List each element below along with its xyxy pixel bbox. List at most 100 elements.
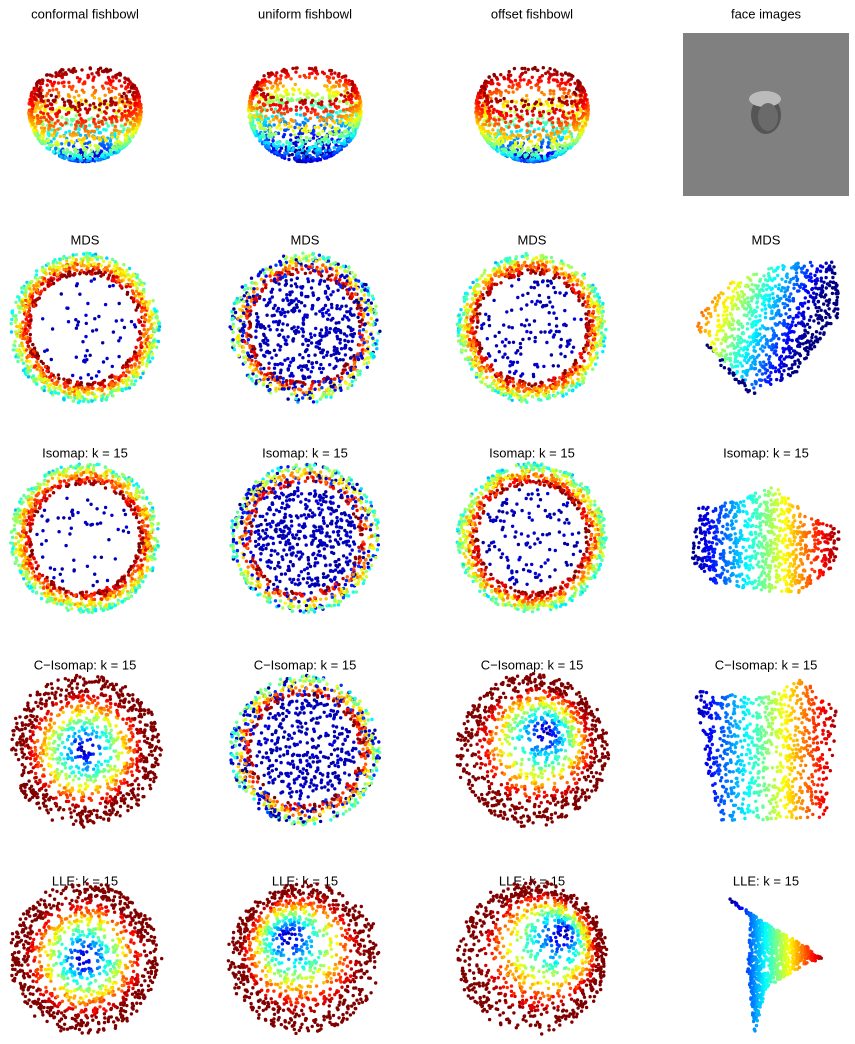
point (356, 373, 360, 377)
point (116, 382, 120, 386)
point (97, 120, 101, 125)
point (139, 343, 143, 348)
point (546, 70, 550, 74)
point (122, 262, 126, 267)
point (131, 375, 136, 379)
point (44, 140, 48, 144)
point (308, 145, 312, 150)
point (285, 293, 289, 297)
point (63, 155, 67, 160)
point (110, 364, 115, 369)
point (120, 112, 124, 116)
point (137, 295, 141, 299)
point (74, 114, 78, 118)
point (502, 105, 506, 109)
point (326, 317, 330, 321)
point (281, 135, 286, 139)
point (58, 106, 62, 110)
point (43, 365, 48, 369)
point (90, 269, 94, 273)
point (351, 110, 355, 114)
point (338, 100, 342, 104)
point (25, 355, 29, 360)
point (110, 131, 114, 136)
point (89, 376, 94, 380)
point (249, 102, 253, 106)
point (85, 392, 90, 396)
point (135, 276, 139, 280)
point (73, 107, 78, 112)
point (41, 317, 45, 321)
point (32, 115, 36, 120)
point (137, 318, 141, 322)
point (259, 88, 263, 92)
point (109, 97, 113, 101)
point (314, 360, 319, 365)
point (278, 140, 282, 144)
point (110, 120, 114, 124)
point (87, 117, 91, 122)
point (299, 106, 303, 110)
point (120, 318, 124, 322)
point (50, 378, 54, 382)
point (149, 334, 153, 338)
point (571, 110, 575, 114)
point (512, 66, 517, 71)
point (555, 104, 559, 108)
point (360, 348, 365, 352)
point (290, 152, 294, 157)
point (34, 98, 38, 102)
point (585, 116, 589, 121)
point (549, 144, 553, 148)
point (108, 139, 113, 143)
point (317, 366, 322, 371)
point (140, 362, 145, 366)
point (295, 285, 299, 289)
point (67, 85, 72, 89)
point (73, 271, 77, 276)
point (93, 105, 97, 109)
point (256, 315, 260, 319)
point (271, 118, 276, 122)
point (39, 110, 43, 114)
point (539, 79, 543, 83)
point (142, 327, 146, 332)
panel-title: offset fishbowl (491, 6, 573, 21)
point (264, 97, 268, 102)
point (316, 139, 321, 143)
point (119, 374, 123, 378)
point (32, 365, 37, 369)
point (43, 349, 47, 353)
point (241, 345, 246, 349)
point (280, 328, 284, 332)
point (152, 321, 156, 325)
point (134, 355, 138, 359)
point (40, 386, 44, 391)
point (113, 141, 118, 145)
point (143, 347, 147, 351)
point (150, 356, 155, 360)
point (566, 126, 570, 130)
point (296, 270, 300, 274)
point (74, 355, 79, 359)
point (348, 382, 352, 387)
point (48, 73, 52, 77)
point (289, 284, 293, 288)
point (86, 259, 90, 263)
point (507, 84, 511, 89)
point (324, 119, 329, 123)
point (255, 106, 259, 111)
point (277, 101, 281, 105)
point (74, 258, 79, 262)
point (71, 399, 76, 403)
point (38, 368, 43, 373)
point (93, 144, 97, 148)
point (374, 311, 378, 315)
point (95, 266, 100, 271)
point (547, 80, 551, 84)
point (294, 105, 299, 109)
point (63, 141, 68, 146)
point (334, 273, 339, 277)
point (132, 97, 137, 102)
point (534, 150, 538, 155)
